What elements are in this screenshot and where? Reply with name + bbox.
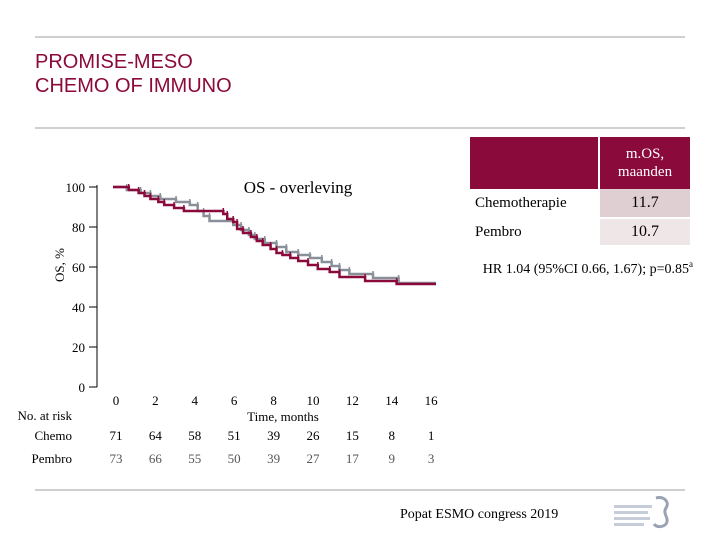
title-line-2: CHEMO OF IMMUNO: [35, 75, 232, 97]
bottom-rule: [35, 489, 685, 491]
x-tick-label: 2: [152, 393, 159, 408]
median-os-label-chemo: Chemotherapie: [470, 189, 600, 219]
y-tick-label: 100: [66, 180, 86, 195]
hr-main: HR 1.04 (95%CI 0.66, 1.67); p=0.85: [483, 262, 689, 277]
y-tick-label: 80: [72, 220, 85, 235]
chart-axes: [89, 185, 98, 388]
logo-icon: [614, 496, 669, 529]
risk-cell: 15: [346, 428, 359, 443]
x-tick-label: 12: [346, 393, 359, 408]
y-tick-label: 60: [72, 260, 85, 275]
hr-superscript: a: [689, 259, 693, 269]
risk-cell: 9: [389, 451, 396, 466]
y-tick-label: 0: [79, 380, 86, 395]
x-tick-label: 6: [231, 393, 238, 408]
median-os-row-chemo: Chemotherapie 11.7: [470, 189, 690, 219]
y-tick-label: 20: [72, 340, 85, 355]
x-tick-label: 14: [385, 393, 399, 408]
slide-title: PROMISE-MESO CHEMO OF IMMUNO: [35, 50, 232, 98]
series-line-chemo: [113, 185, 436, 286]
risk-cell: 1: [428, 428, 435, 443]
risk-cell: 73: [110, 451, 123, 466]
chart-lines: [113, 184, 436, 286]
median-os-table: m.OS, maanden Chemotherapie 11.7 Pembro …: [470, 137, 690, 245]
x-tick-label: 8: [270, 393, 277, 408]
risk-cell: 50: [228, 451, 241, 466]
risk-cell: 66: [149, 451, 163, 466]
risk-cell: 71: [110, 428, 123, 443]
x-tick-label: 4: [192, 393, 199, 408]
risk-cell: 58: [188, 428, 201, 443]
risk-cell: 27: [306, 451, 320, 466]
median-os-row-pembro: Pembro 10.7: [470, 219, 690, 245]
median-os-header-empty: [470, 137, 600, 189]
median-os-header-row: m.OS, maanden: [470, 137, 690, 189]
risk-row-label: Chemo: [34, 428, 72, 443]
median-os-label-pembro: Pembro: [475, 223, 522, 240]
risk-cell: 3: [428, 451, 435, 466]
risk-cell: 39: [267, 451, 280, 466]
risk-cell: 64: [149, 428, 163, 443]
reference-text: Popat ESMO congress 2019: [400, 507, 559, 522]
title-line-1: PROMISE-MESO: [35, 51, 193, 73]
risk-table-title: No. at risk: [17, 408, 72, 423]
institute-logo: [612, 494, 684, 530]
risk-cell: 17: [346, 451, 360, 466]
median-os-value-chemo: 11.7: [600, 189, 690, 219]
risk-cell: 8: [389, 428, 396, 443]
median-os-header: m.OS, maanden: [600, 137, 690, 189]
median-os-value-pembro: 10.7: [600, 219, 690, 245]
y-tick-label: 40: [72, 300, 85, 315]
x-tick-label: 0: [113, 393, 120, 408]
risk-cell: 51: [228, 428, 241, 443]
risk-cell: 26: [306, 428, 320, 443]
title-rule: [35, 127, 685, 129]
chart-title: OS - overleving: [244, 178, 353, 197]
x-tick-label: 16: [425, 393, 439, 408]
top-rule: [35, 36, 685, 38]
x-tick-label: 10: [306, 393, 319, 408]
risk-row-label: Pembro: [32, 451, 72, 466]
risk-cell: 39: [267, 428, 280, 443]
median-os-header-label: m.OS, maanden: [617, 146, 673, 180]
x-axis-label: Time, months: [247, 409, 319, 424]
y-axis-label: OS, %: [52, 248, 67, 282]
hr-text: HR 1.04 (95%CI 0.66, 1.67); p=0.85a: [483, 259, 693, 277]
chart-labels: 0 20 40 60 80 100 OS, % 0 2 4 6 8 10 12 14 16 Time, mont…: [52, 180, 438, 424]
risk-cell: 55: [188, 451, 201, 466]
